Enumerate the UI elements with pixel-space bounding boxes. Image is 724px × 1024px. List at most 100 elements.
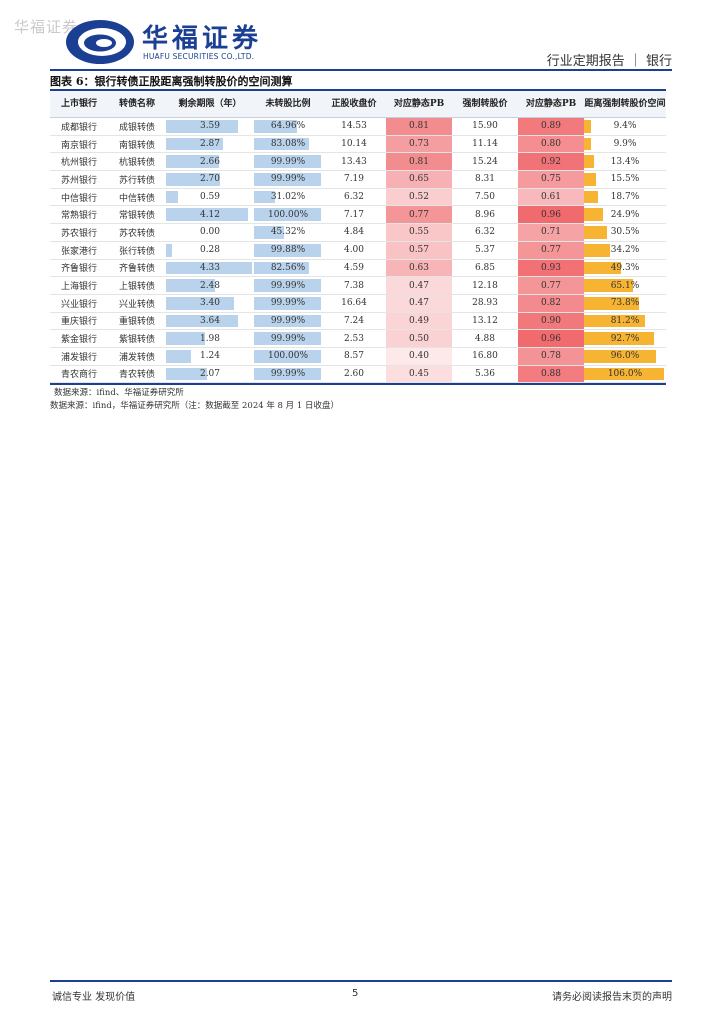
unconverted-data-bar bbox=[254, 137, 310, 151]
cell-text: 0.92 bbox=[540, 156, 562, 167]
pb-heat-fill bbox=[518, 135, 584, 153]
cell-text: 2.07 bbox=[199, 368, 221, 379]
unconverted-data-bar bbox=[254, 261, 310, 275]
cell-years: 3.40 bbox=[166, 295, 254, 312]
cell-bond: 兴业转债 bbox=[108, 295, 166, 312]
pb-heat-fill bbox=[518, 312, 584, 330]
cell-close: 7.17 bbox=[322, 206, 386, 223]
space-data-bar bbox=[584, 155, 595, 169]
cell-bond: 张行转债 bbox=[108, 242, 166, 259]
column-header: 对应静态PB bbox=[525, 98, 577, 109]
cell-text: 4.12 bbox=[199, 209, 221, 220]
cell-text: 73.8% bbox=[610, 298, 640, 309]
cell-text: 0.80 bbox=[540, 139, 562, 150]
header-divider bbox=[50, 69, 672, 71]
pb-heat-fill bbox=[386, 259, 452, 277]
cell-text: 24.9% bbox=[610, 209, 640, 220]
cell-text: 0.93 bbox=[540, 262, 562, 273]
cell-years: 1.98 bbox=[166, 330, 254, 347]
unconverted-data-bar bbox=[254, 243, 321, 257]
cell-years: 3.64 bbox=[166, 313, 254, 330]
report-header: 华福证券 HUAFU SECURITIES CO.,LTD. 行业定期报告 ｜ … bbox=[50, 14, 672, 70]
cell-bond: 浦发转债 bbox=[108, 348, 166, 365]
cell-pb1: 0.45 bbox=[386, 365, 452, 383]
years-data-bar bbox=[166, 367, 208, 381]
cell-years: 2.07 bbox=[166, 366, 254, 383]
unconverted-data-bar bbox=[254, 296, 321, 310]
cell-close: 16.64 bbox=[322, 295, 386, 312]
cell-force: 11.14 bbox=[452, 136, 518, 153]
cell-close: 7.24 bbox=[322, 313, 386, 330]
cell-unconverted: 31.02% bbox=[254, 189, 322, 206]
pb-heat-fill bbox=[386, 224, 452, 241]
cell-years: 2.70 bbox=[166, 171, 254, 188]
footer-divider bbox=[50, 980, 672, 982]
cell-unconverted: 99.88% bbox=[254, 242, 322, 259]
cell-close: 6.32 bbox=[322, 189, 386, 206]
space-data-bar bbox=[584, 137, 592, 151]
pb-heat-fill bbox=[386, 171, 452, 188]
cell-unconverted: 99.99% bbox=[254, 153, 322, 170]
cell-bond: 齐鲁转债 bbox=[108, 260, 166, 277]
cell-pb1: 0.65 bbox=[386, 171, 452, 188]
cell-text: 7.19 bbox=[343, 174, 365, 185]
cell-pb1: 0.47 bbox=[386, 277, 452, 294]
cell-space: 9.4% bbox=[584, 118, 666, 135]
unconverted-data-bar bbox=[254, 314, 321, 328]
footer-slogan: 诚信专业 发现价值 bbox=[52, 992, 136, 1003]
cell-space: 9.9% bbox=[584, 136, 666, 153]
cell-space: 18.7% bbox=[584, 189, 666, 206]
cell-text: 0.96 bbox=[540, 209, 562, 220]
cell-text: 13.12 bbox=[472, 315, 498, 326]
cell-years: 2.48 bbox=[166, 277, 254, 294]
cell-text: 0.81 bbox=[408, 121, 430, 132]
cell-years: 1.24 bbox=[166, 348, 254, 365]
years-data-bar bbox=[166, 208, 249, 222]
cell-text: 49.3% bbox=[610, 262, 640, 273]
cell-text: 2.66 bbox=[199, 156, 221, 167]
cell-space: 13.4% bbox=[584, 153, 666, 170]
cell-bond: 南银转债 bbox=[108, 136, 166, 153]
cell-bank: 紫金银行 bbox=[50, 330, 108, 347]
cell-text: 0.61 bbox=[540, 192, 562, 203]
cell-years: 2.66 bbox=[166, 153, 254, 170]
cell-text: 0.28 bbox=[199, 245, 221, 256]
cell-space: 24.9% bbox=[584, 206, 666, 223]
cell-text: 张行转债 bbox=[118, 246, 155, 257]
space-data-bar bbox=[584, 208, 603, 222]
pb-heat-fill bbox=[518, 171, 584, 188]
cell-years: 0.28 bbox=[166, 242, 254, 259]
cell-pb2: 0.96 bbox=[518, 330, 584, 347]
cell-years: 2.87 bbox=[166, 136, 254, 153]
cell-force: 12.18 bbox=[452, 277, 518, 294]
unconverted-data-bar bbox=[254, 279, 321, 292]
cell-text: 南银转债 bbox=[118, 140, 155, 151]
figure-source: 数据来源：ifind，华福证券研究所（注：数据截至 2024 年 8 月 1 日… bbox=[50, 401, 339, 411]
cell-unconverted: 64.96% bbox=[254, 118, 322, 135]
cell-text: 15.5% bbox=[610, 174, 640, 185]
column-header: 对应静态PB bbox=[393, 98, 445, 109]
cell-text: 8.57 bbox=[343, 351, 365, 362]
pb-heat-fill bbox=[518, 294, 584, 312]
cell-text: 紫银转债 bbox=[118, 335, 155, 346]
cell-text: 3.59 bbox=[199, 121, 221, 132]
cell-bond: 成银转债 bbox=[108, 118, 166, 135]
cell-text: 0.63 bbox=[408, 262, 430, 273]
pb-heat-fill bbox=[518, 188, 584, 206]
cell-text: 99.99% bbox=[270, 315, 306, 326]
years-data-bar bbox=[166, 261, 253, 275]
cell-force: 8.96 bbox=[452, 206, 518, 223]
cell-pb1: 0.55 bbox=[386, 224, 452, 241]
unconverted-data-bar bbox=[254, 173, 321, 186]
cell-bank: 成都银行 bbox=[50, 118, 108, 135]
cell-text: 0.65 bbox=[408, 174, 430, 185]
cell-text: 9.4% bbox=[613, 121, 637, 132]
unconverted-data-bar bbox=[254, 155, 321, 169]
cell-bank: 兴业银行 bbox=[50, 295, 108, 312]
cell-text: 中信转债 bbox=[118, 193, 155, 204]
cell-text: 30.5% bbox=[610, 227, 640, 238]
cell-pb2: 0.77 bbox=[518, 277, 584, 294]
cell-bank: 中信银行 bbox=[50, 189, 108, 206]
cell-pb1: 0.47 bbox=[386, 294, 452, 312]
cell-text: 2.87 bbox=[199, 139, 221, 150]
